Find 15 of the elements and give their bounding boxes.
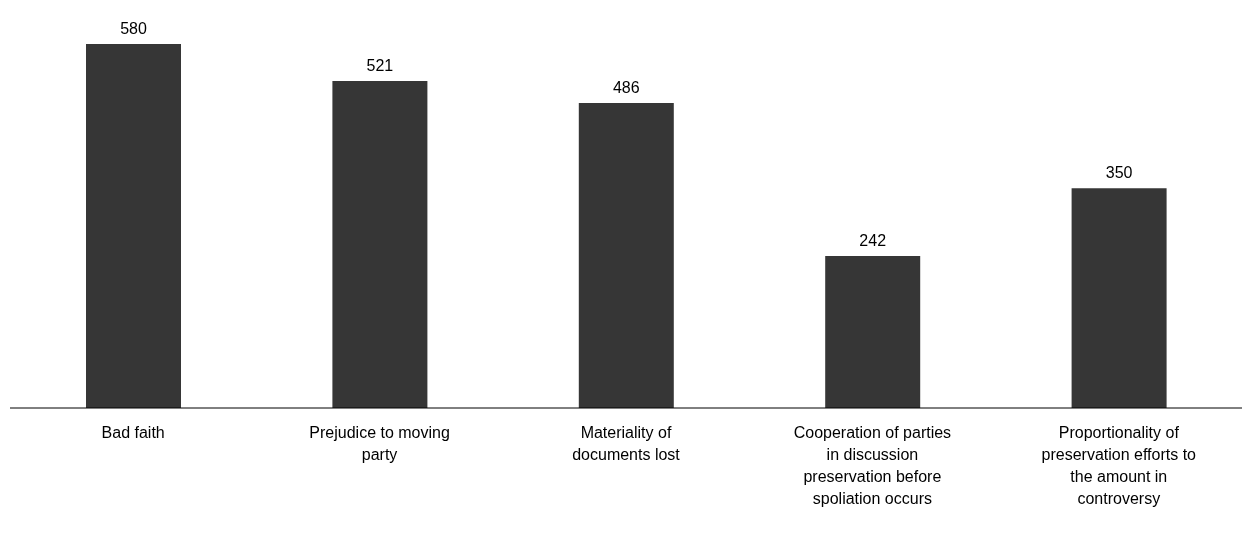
x-tick-label: Materiality of documents lost	[572, 424, 681, 463]
bar	[825, 256, 921, 408]
x-tick-label: Proportionality of preservation efforts to the amount in controversy	[1041, 424, 1197, 507]
data-label: 521	[366, 57, 394, 75]
bar	[1071, 188, 1167, 408]
data-label: 580	[120, 20, 147, 37]
bar	[578, 102, 674, 408]
bar	[332, 81, 428, 408]
x-tick-label: Prejudice to moving party	[309, 424, 450, 463]
bar	[86, 44, 181, 408]
x-tick-label: Cooperation of parties in discussion preservation before spoliation occurs	[793, 424, 952, 507]
data-label: 242	[859, 232, 887, 250]
data-label: 486	[612, 78, 640, 96]
data-label: 350	[1105, 164, 1133, 182]
x-tick-label: Bad faith	[101, 424, 165, 441]
